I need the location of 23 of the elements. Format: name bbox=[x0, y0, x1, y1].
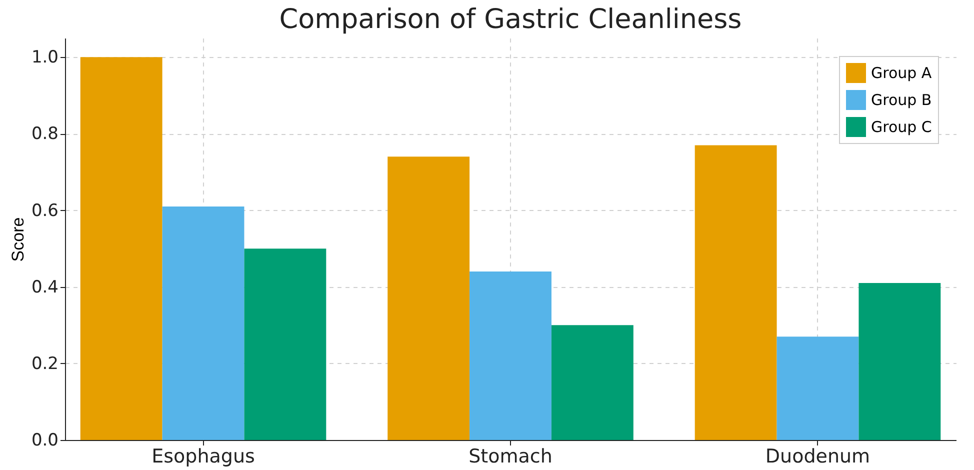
y-tick-label: 0.2 bbox=[31, 354, 58, 374]
bar bbox=[388, 156, 470, 440]
bar bbox=[776, 336, 859, 440]
y-axis-title: Score bbox=[8, 217, 28, 262]
bar bbox=[244, 248, 326, 440]
y-tick-label: 0.4 bbox=[31, 277, 58, 298]
bar bbox=[162, 206, 244, 440]
bar bbox=[80, 57, 162, 440]
bar bbox=[551, 325, 634, 440]
legend-label: Group B bbox=[871, 91, 932, 109]
legend-label: Group C bbox=[871, 118, 932, 136]
x-tick-label: Esophagus bbox=[152, 446, 255, 468]
chart-title: Comparison of Gastric Cleanliness bbox=[279, 4, 742, 35]
bar bbox=[858, 283, 941, 440]
legend-label: Group A bbox=[871, 64, 932, 82]
y-tick-label: 0.0 bbox=[31, 430, 58, 450]
y-tick-label: 1.0 bbox=[31, 48, 58, 68]
x-tick-label: Stomach bbox=[468, 446, 552, 468]
bar bbox=[470, 272, 552, 440]
y-tick-label: 0.6 bbox=[31, 200, 58, 221]
y-tick-label: 0.8 bbox=[31, 124, 58, 144]
x-tick-label: Duodenum bbox=[765, 446, 870, 468]
bar bbox=[694, 145, 777, 440]
